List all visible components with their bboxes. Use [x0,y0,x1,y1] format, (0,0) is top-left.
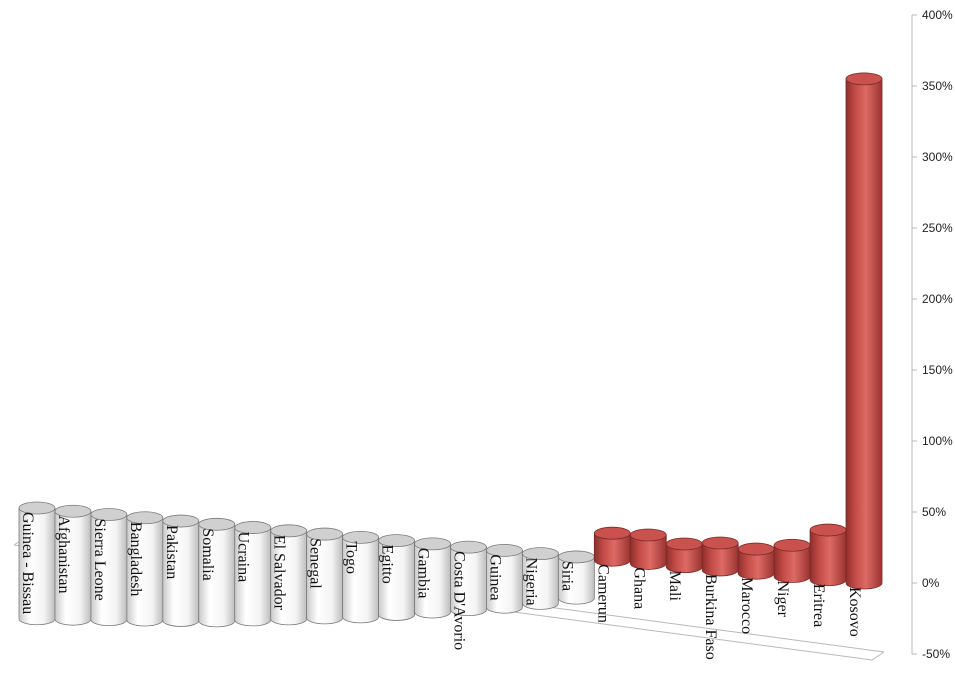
bar-pakistan [162,514,200,627]
category-label-nigeria: Nigeria [522,558,539,606]
y-axis: -50% 0% 50% 100% 150% 200% 250% 300% 350% 400% [911,8,953,661]
bar-guinea [486,543,523,614]
category-label-costa-d-avorio: Costa D'Avorio [450,551,467,650]
bar-ucraina [234,521,272,627]
category-label-camerun: Camerun [594,564,611,623]
category-label-eritrea: Eritrea [810,584,827,628]
bar-marocco [737,542,775,580]
bar-kosovo [845,72,883,590]
category-label-ghana: Ghana [630,567,647,609]
category-label-kosovo: Kosovo [846,587,863,637]
category-label-afghanistan: Afghanistan [55,515,72,593]
y-tick-label: 100% [922,434,953,448]
bar-gambia [414,537,451,619]
y-tick-label: 250% [922,221,953,235]
category-label-somalia: Somalia [199,528,216,580]
bar-burkina-faso [701,536,739,577]
y-tick-label: 300% [922,150,953,164]
bar-nigeria [521,547,559,610]
category-label-togo: Togo [343,541,360,574]
bar-ghana [629,528,667,570]
category-label-guinea-bissau: Guinea - Bissau [19,512,36,614]
y-tick-label: 350% [922,79,953,93]
category-label-ucraina: Ucraina [235,532,252,583]
category-label-mali: Mali [666,571,683,602]
bar-mali [665,537,703,574]
bar-el-salvador [270,524,308,626]
bar-eritrea [809,523,847,587]
bar-egitto [378,534,415,621]
y-tick-label: 150% [922,363,953,377]
bar-senegal [306,527,344,625]
category-label-egitto: Egitto [379,545,396,584]
bar-camerun [593,526,631,567]
bar-costa-d-avorio [450,540,487,617]
y-tick-label: -50% [922,647,950,661]
category-labels: Guinea - Bissau Afghanistan Sierra Leone Ba… [19,512,863,660]
y-tick-label: 200% [922,292,953,306]
bars [18,72,883,628]
bar-togo [342,530,380,624]
category-label-senegal: Senegal [307,538,324,589]
y-tick-label: 0% [922,576,940,590]
category-label-niger: Niger [774,580,791,617]
bar-somalia [198,517,236,628]
category-label-marocco: Marocco [738,577,755,634]
bar-niger [773,538,811,583]
bar-siria [557,550,595,605]
category-label-siria: Siria [558,561,575,591]
category-label-guinea: Guinea [486,554,503,600]
category-label-el-salvador: El Salvador [271,535,288,611]
y-tick-label: 400% [922,8,953,22]
y-tick-label: 50% [922,505,946,519]
bar-sierra-leone [90,508,128,627]
category-label-gambia: Gambia [415,548,432,599]
category-label-bangladesh: Bangladesh [127,522,144,597]
category-label-pakistan: Pakistan [163,525,180,579]
category-label-burkina-faso: Burkina Faso [702,574,719,660]
category-label-sierra-leone: Sierra Leone [91,519,108,601]
bar-afghanistan [54,504,92,626]
